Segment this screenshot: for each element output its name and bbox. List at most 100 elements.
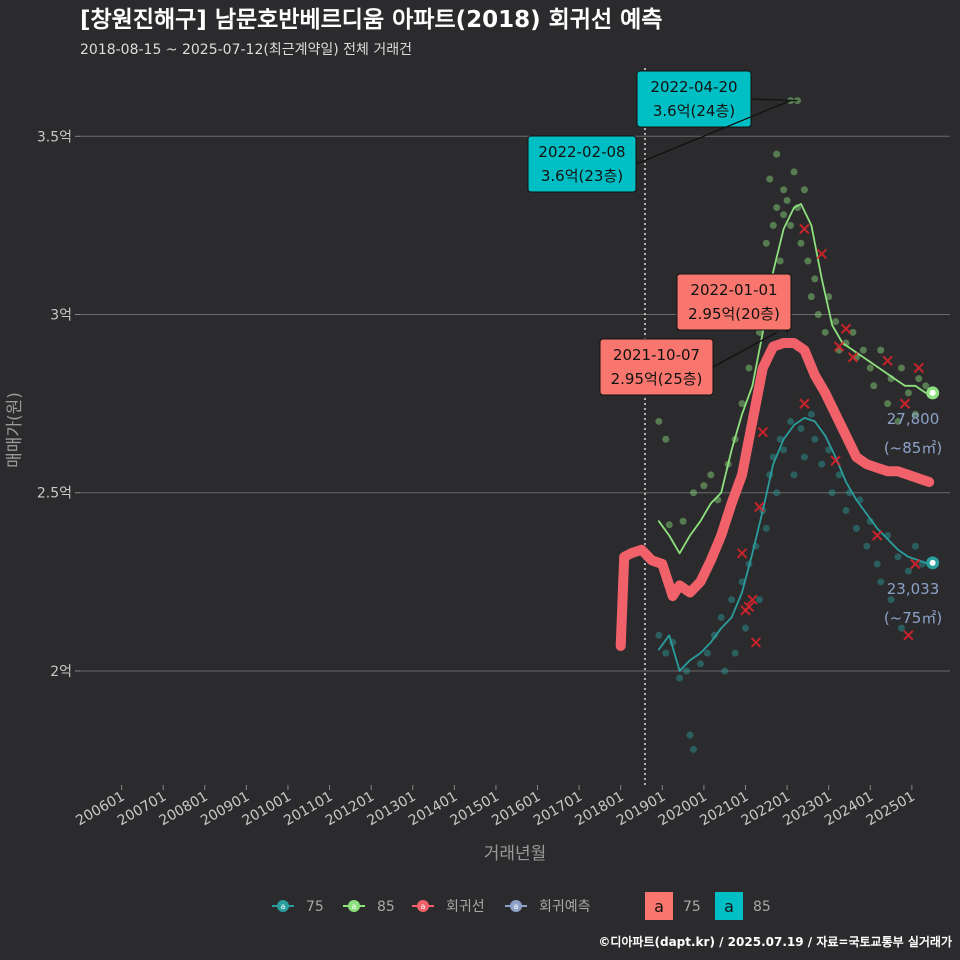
- prediction-points: 27,800 (~85㎡) 23,033 (~75㎡): [884, 386, 942, 627]
- prediction-area-label: (~75㎡): [884, 609, 942, 627]
- deal-point-85: [922, 382, 930, 390]
- deal-point-75: [683, 667, 691, 675]
- legend-key-glyph: a: [514, 902, 519, 911]
- deal-point-85: [707, 471, 715, 479]
- regression-deal-marker: [750, 637, 762, 648]
- deal-point-85: [884, 400, 892, 408]
- deal-point-75: [897, 624, 905, 632]
- deal-point-85: [859, 346, 867, 354]
- deal-point-75: [728, 596, 736, 604]
- deal-point-75: [818, 460, 826, 468]
- deal-point-85: [821, 328, 829, 336]
- deal-point-75: [797, 425, 805, 433]
- deal-point-75: [863, 542, 871, 550]
- deal-point-85: [894, 417, 902, 425]
- regression-deal-marker: [816, 248, 827, 260]
- regression-deal-marker: [833, 341, 845, 352]
- deal-point-75: [887, 596, 895, 604]
- legend-key-dot: [417, 900, 429, 912]
- regression-deal-marker: [847, 352, 859, 363]
- legend-item-label: 회귀예측: [539, 899, 591, 915]
- regression-line: [615, 338, 935, 651]
- deal-point-85: [762, 239, 770, 247]
- deal-point-75: [690, 745, 698, 753]
- deal-point-75: [662, 649, 670, 657]
- annotation-price: 2.95억(20층): [688, 305, 780, 323]
- prediction-point-core: [929, 559, 936, 566]
- legend-label-swatch: [715, 892, 743, 920]
- event-line: 입주: [638, 68, 652, 785]
- deal-point-85: [776, 257, 784, 265]
- legend-key-dot: [510, 900, 522, 912]
- deal-point-85: [773, 150, 781, 158]
- annotation-price: 3.6억(24층): [653, 102, 735, 120]
- legend-label-text: 75: [683, 899, 701, 915]
- deal-point-85: [849, 328, 857, 336]
- deal-point-85: [783, 196, 791, 204]
- deal-point-75: [703, 649, 711, 657]
- annotation-date: 2022-01-01: [690, 281, 777, 299]
- deal-point-75: [842, 507, 850, 515]
- deal-point-85: [866, 364, 874, 372]
- legend-key-dot: [277, 900, 289, 912]
- annotation-date: 2021-10-07: [613, 346, 700, 364]
- deal-point-85: [662, 435, 670, 443]
- deal-point-75: [731, 649, 739, 657]
- regression-deal-marker: [747, 594, 758, 605]
- deal-point-85: [755, 328, 763, 336]
- source-caption: ©디아파트(dapt.kr) / 2025.07.19 / 자료=국토교통부 실…: [598, 934, 952, 949]
- annotations: 2022-04-20 3.6억(24층) 2022-02-08 3.6억(23층) 20…: [527, 70, 798, 396]
- deal-point-75: [904, 567, 912, 575]
- deal-point-85: [745, 364, 753, 372]
- deal-point-85: [690, 489, 698, 497]
- deal-point-75: [717, 613, 725, 621]
- deal-point-85: [787, 221, 795, 229]
- regression-deal-marker: [830, 455, 841, 466]
- deal-point-75: [721, 667, 729, 675]
- annotation-leader: [712, 331, 778, 368]
- deal-point-75: [741, 624, 749, 632]
- prediction-point-core: [929, 389, 936, 396]
- chart-title: [창원진해구] 남문호반베르디움 아파트(2018) 회귀선 예측: [80, 7, 662, 33]
- chart-subtitle: 2018-08-15 ~ 2025-07-12(최근계약일) 전체 거래건: [80, 42, 412, 58]
- deal-point-75: [800, 453, 808, 461]
- deal-point-85: [807, 293, 815, 301]
- regression-deal-marker: [799, 398, 810, 409]
- deal-point-85: [804, 257, 812, 265]
- deal-point-85: [904, 389, 912, 397]
- deal-point-75: [787, 417, 795, 425]
- deal-point-75: [755, 596, 763, 604]
- trend-lines: [615, 203, 935, 672]
- regression-deal-marker: [903, 630, 914, 641]
- deal-point-85: [790, 168, 798, 176]
- legend-item-label: 회귀선: [446, 899, 485, 915]
- legend-item-label: 85: [377, 899, 395, 915]
- deal-point-75: [773, 489, 781, 497]
- legend-key-glyph: a: [281, 902, 286, 911]
- regression-deal-marker: [799, 223, 810, 235]
- regression-deal-marker: [913, 362, 925, 374]
- deal-point-85: [797, 239, 805, 247]
- y-tick-label: 3억: [50, 308, 72, 324]
- prediction-value-label: 23,033: [887, 580, 940, 598]
- y-tick-label: 3.5억: [37, 129, 72, 145]
- regression-deal-marker: [882, 355, 893, 367]
- legend-item-label: 75: [306, 899, 324, 915]
- deal-point-85: [870, 382, 878, 390]
- legend-label-text: 85: [753, 899, 771, 915]
- y-tick-label: 2억: [50, 664, 72, 680]
- annotation-leader: [635, 100, 791, 165]
- regression-deal-marker: [757, 426, 769, 438]
- regression-deal-marker: [872, 530, 883, 541]
- legend: a 75 a 85 a 회귀선 a 회귀예측 a 75 a 85: [272, 892, 771, 920]
- deal-point-85: [877, 346, 885, 354]
- deal-point-85: [800, 186, 808, 194]
- regression-deal-marker: [899, 398, 911, 409]
- regression-deal-marker: [910, 558, 921, 570]
- deal-point-85: [832, 318, 840, 326]
- legend-key-glyph: a: [352, 902, 357, 911]
- legend-label-swatch: [645, 892, 673, 920]
- deal-point-75: [762, 524, 770, 532]
- y-axis-ticks: 2억 2.5억 3억 3.5억: [37, 129, 80, 680]
